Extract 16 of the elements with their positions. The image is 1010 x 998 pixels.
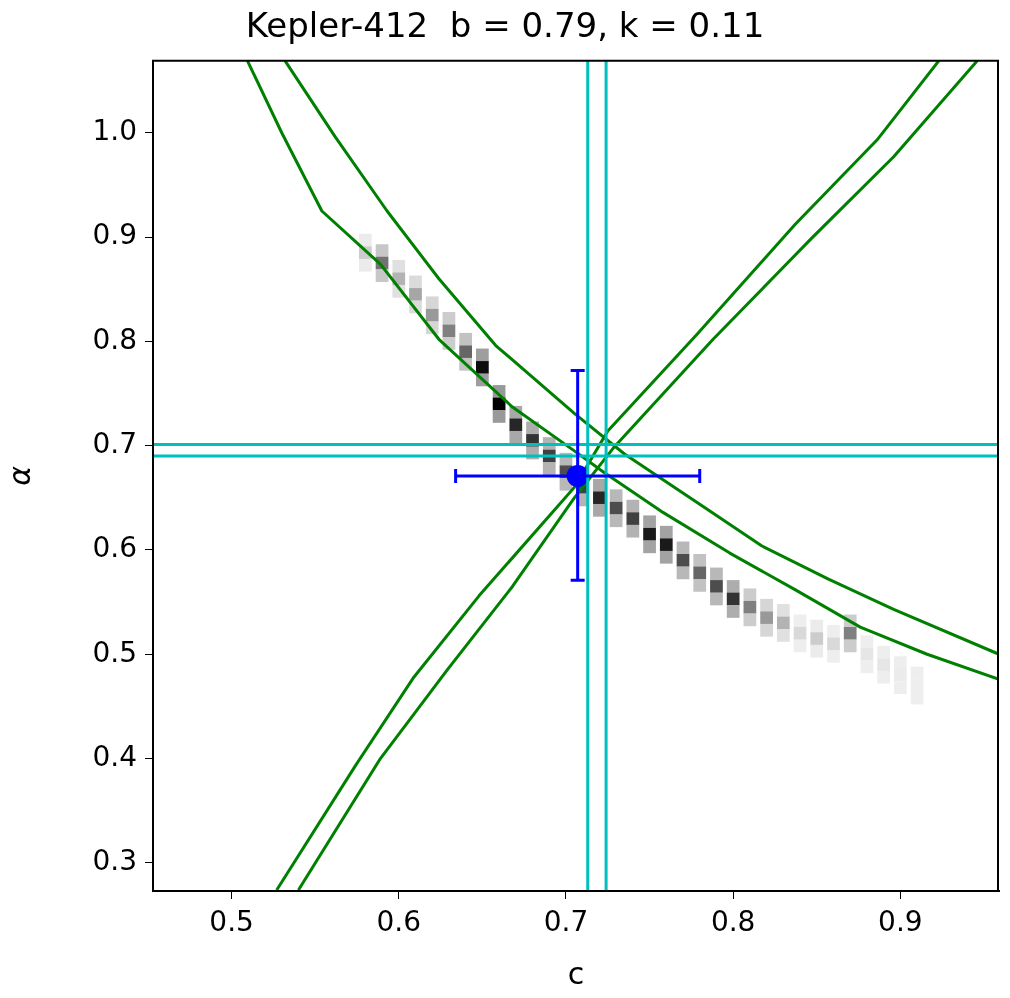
y-tick-label: 0.8: [92, 322, 137, 356]
x-tick-label: 0.7: [543, 905, 589, 939]
y-tick-label: 0.6: [92, 531, 137, 565]
x-tick-label: 0.9: [878, 905, 923, 939]
x-axis-title: c: [567, 955, 585, 991]
y-tick-label: 0.7: [92, 426, 137, 460]
y-tick-label: 0.5: [92, 635, 137, 669]
x-tick-label: 0.6: [376, 905, 422, 939]
chart-title: Kepler-412 b = 0.79, k = 0.11: [245, 5, 765, 46]
y-tick-label: 0.9: [92, 218, 137, 252]
y-axis-title: α: [1, 465, 37, 486]
y-tick-label: 0.4: [92, 739, 137, 773]
x-tick-label: 0.8: [710, 905, 756, 939]
y-tick-label: 0.3: [92, 844, 137, 878]
x-tick-label: 0.5: [209, 905, 254, 939]
y-tick-label: 1.0: [92, 114, 137, 148]
